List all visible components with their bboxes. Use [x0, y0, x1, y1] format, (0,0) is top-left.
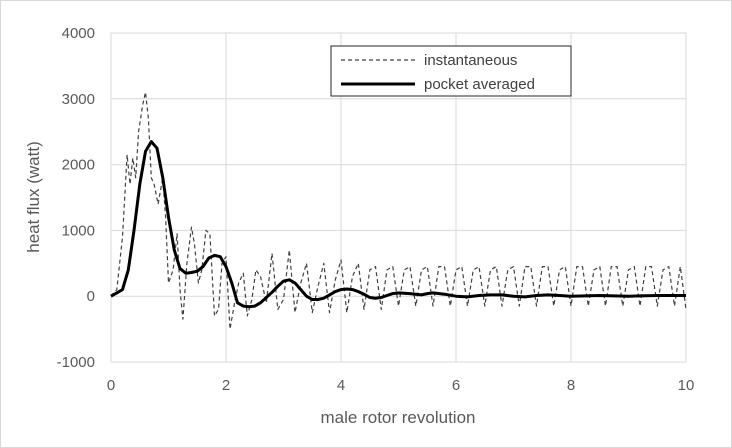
series-layer: [110, 91, 687, 330]
legend-label-instantaneous: instantaneous: [424, 52, 517, 69]
y-tick-label: 4000: [62, 25, 95, 42]
y-tick-label: 0: [87, 288, 95, 305]
legend-box: [330, 45, 572, 97]
x-tick-label: 0: [107, 377, 115, 394]
x-tick-label: 8: [567, 377, 575, 394]
y-tick-label: 1000: [62, 222, 95, 239]
legend-label-pocket-averaged: pocket averaged: [424, 76, 535, 93]
y-tick-label: 2000: [62, 157, 95, 174]
legend: instantaneous pocket averaged: [330, 45, 572, 97]
y-tick-label: -1000: [57, 354, 95, 371]
x-tick-label: 2: [222, 377, 230, 394]
x-axis-tick-labels: 0 2 4 6 8 10: [107, 377, 695, 394]
x-tick-label: 10: [678, 377, 695, 394]
series-line-instantaneous: [110, 91, 687, 330]
y-axis-title: heat flux (watt): [24, 141, 43, 253]
x-tick-label: 4: [337, 377, 345, 394]
x-tick-label: 6: [452, 377, 460, 394]
series-line-pocket-averaged: [110, 140, 686, 309]
y-axis-tick-labels: -1000 0 1000 2000 3000 4000: [57, 25, 95, 371]
y-tick-label: 3000: [62, 91, 95, 108]
x-axis-title: male rotor revolution: [321, 408, 476, 427]
